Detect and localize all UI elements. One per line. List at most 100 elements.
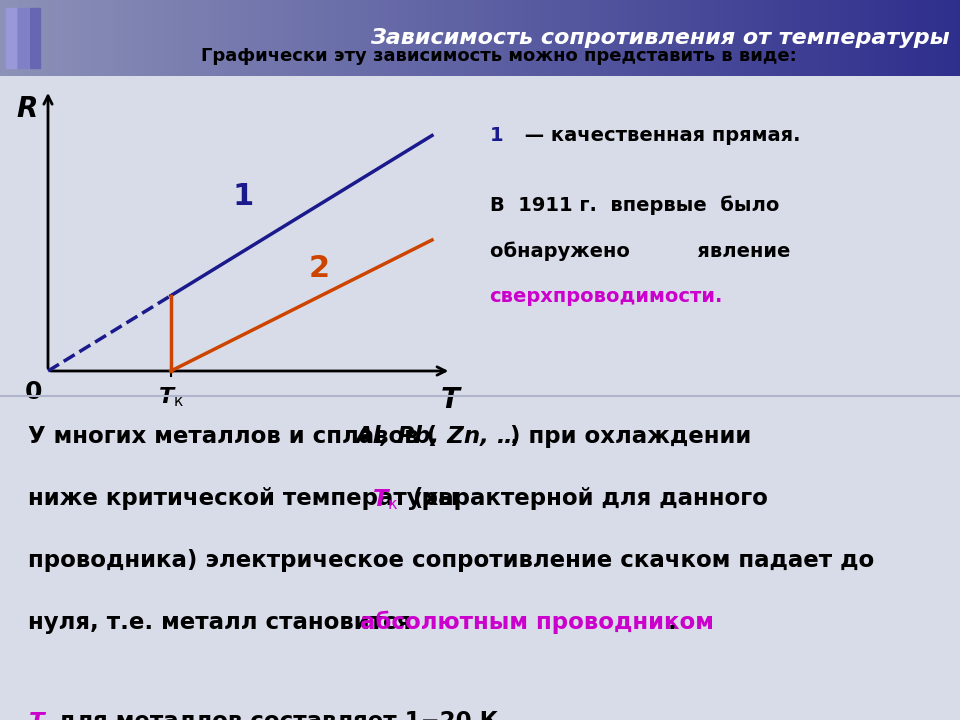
Bar (230, 0, 236, 76)
Bar (403, 0, 409, 76)
Bar (370, 0, 375, 76)
Bar (96, 0, 102, 76)
Bar (250, 0, 255, 76)
Bar (293, 0, 299, 76)
Bar (941, 0, 947, 76)
Bar (706, 0, 711, 76)
Bar (490, 0, 495, 76)
Bar (557, 0, 563, 76)
Bar (691, 0, 697, 76)
Bar (48, 0, 54, 76)
Bar (898, 0, 903, 76)
Bar (18, 7, 28, 68)
Bar (658, 0, 663, 76)
Bar (883, 0, 889, 76)
Text: Al, Pb, Zn, …: Al, Pb, Zn, … (355, 425, 519, 448)
Bar (523, 0, 529, 76)
Bar (240, 0, 246, 76)
Bar (768, 0, 774, 76)
Bar (211, 0, 217, 76)
Bar (67, 0, 73, 76)
Bar (442, 0, 447, 76)
Bar (912, 0, 918, 76)
Bar (82, 0, 87, 76)
Bar (461, 0, 467, 76)
Text: $\bfit{T}$: $\bfit{T}$ (440, 386, 463, 414)
Bar (408, 0, 414, 76)
Bar (610, 0, 615, 76)
Bar (955, 0, 960, 76)
Bar (101, 0, 107, 76)
Bar (835, 0, 841, 76)
Bar (38, 0, 44, 76)
Bar (581, 0, 587, 76)
Text: обнаружено          явление: обнаружено явление (490, 241, 790, 261)
Bar (816, 0, 822, 76)
Bar (173, 0, 179, 76)
Bar (744, 0, 750, 76)
Bar (720, 0, 726, 76)
Bar (758, 0, 764, 76)
Bar (437, 0, 443, 76)
Bar (730, 0, 735, 76)
Bar (480, 0, 486, 76)
Text: У многих металлов и сплавов (: У многих металлов и сплавов ( (28, 425, 437, 448)
Bar (888, 0, 894, 76)
Bar (931, 0, 937, 76)
Text: $\bfit{R}$: $\bfit{R}$ (16, 95, 37, 123)
Bar (590, 0, 596, 76)
Bar (701, 0, 707, 76)
Bar (130, 0, 135, 76)
Bar (432, 0, 438, 76)
Bar (739, 0, 745, 76)
Bar (413, 0, 419, 76)
Bar (307, 0, 313, 76)
Bar (202, 0, 207, 76)
Bar (336, 0, 342, 76)
Text: $\bfit{T}_{\rm к}$: $\bfit{T}_{\rm к}$ (157, 386, 184, 409)
Bar (710, 0, 716, 76)
Bar (115, 0, 121, 76)
Bar (6, 7, 16, 68)
Bar (350, 0, 356, 76)
Bar (763, 0, 769, 76)
Bar (86, 0, 92, 76)
Bar (346, 0, 351, 76)
Bar (782, 0, 788, 76)
Bar (802, 0, 807, 76)
Bar (14, 0, 20, 76)
Text: ниже критической температуры: ниже критической температуры (28, 487, 467, 510)
Bar (34, 0, 39, 76)
Bar (576, 0, 582, 76)
Bar (125, 0, 131, 76)
Bar (605, 0, 611, 76)
Bar (331, 0, 337, 76)
Bar (379, 0, 385, 76)
Bar (58, 0, 63, 76)
Bar (725, 0, 731, 76)
Bar (398, 0, 404, 76)
Bar (341, 0, 347, 76)
Bar (245, 0, 251, 76)
Text: В  1911 г.  впервые  было: В 1911 г. впервые было (490, 196, 779, 215)
Bar (682, 0, 687, 76)
Bar (374, 0, 380, 76)
Bar (149, 0, 155, 76)
Bar (715, 0, 721, 76)
Bar (878, 0, 884, 76)
Bar (269, 0, 275, 76)
Bar (528, 0, 534, 76)
Bar (312, 0, 318, 76)
Bar (422, 0, 428, 76)
Bar (571, 0, 577, 76)
Bar (936, 0, 942, 76)
Bar (134, 0, 140, 76)
Bar (317, 0, 323, 76)
Bar (643, 0, 649, 76)
Bar (533, 0, 539, 76)
Bar (634, 0, 639, 76)
Bar (10, 0, 15, 76)
Bar (662, 0, 668, 76)
Bar (787, 0, 793, 76)
Bar (485, 0, 491, 76)
